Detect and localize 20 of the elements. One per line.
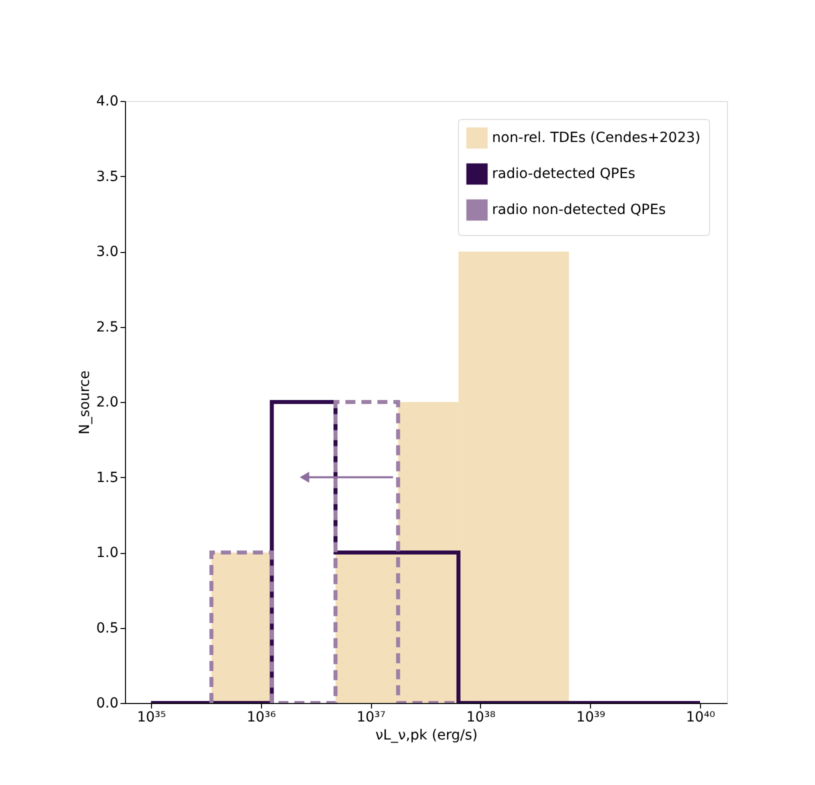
x-axis-title: νL_ν,pk (erg/s) [375, 728, 478, 744]
y-tick-label: 2.5 [96, 319, 118, 336]
y-tick-label: 2.0 [96, 394, 118, 410]
y-tick-label: 1.0 [96, 545, 118, 561]
legend-label: non-rel. TDEs (Cendes+2023) [492, 130, 700, 146]
y-tick-label: 3.5 [96, 168, 118, 185]
y-tick-label: 0.5 [96, 620, 118, 636]
x-tick-label: 10⁴⁰ [686, 710, 716, 726]
x-tick-label: 10³⁷ [356, 710, 386, 726]
x-tick-label: 10³⁸ [466, 710, 496, 726]
y-tick-label: 1.5 [96, 470, 118, 486]
y-tick-label: 3.0 [96, 244, 118, 260]
x-tick-label: 10³⁶ [246, 710, 276, 726]
legend-label: radio-detected QPEs [492, 166, 636, 182]
x-tick-label: 10³⁹ [576, 710, 606, 726]
y-tick-label: 4.0 [96, 94, 118, 110]
legend-label: radio non-detected QPEs [492, 202, 666, 218]
y-tick-label: 0.0 [96, 696, 118, 712]
y-axis-title: N_source [77, 370, 94, 434]
x-tick-label: 10³⁵ [136, 710, 166, 726]
